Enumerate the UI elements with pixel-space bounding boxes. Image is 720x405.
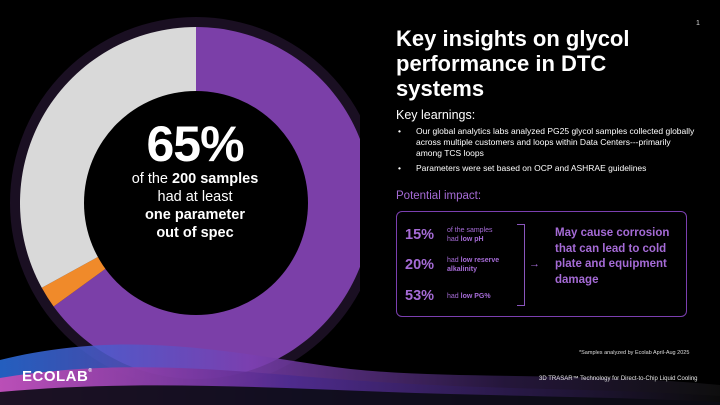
decorative-wave [0, 344, 720, 405]
center-stat: 65% of the 200 samples had at least one … [100, 118, 290, 242]
page-number: 1 [696, 20, 700, 27]
impact-box: 15% of the samples had low pH 20% had lo… [396, 211, 687, 317]
page-title: Key insights on glycol performance in DT… [396, 26, 630, 101]
stat-desc-pre: of the samples [447, 227, 493, 234]
list-item: Parameters were set based on OCP and ASH… [396, 163, 696, 174]
footnote: *Samples analyzed by Ecolab April-Aug 20… [579, 350, 690, 356]
potential-impact-heading: Potential impact: [396, 190, 482, 202]
donut-chart [10, 17, 360, 389]
stat-percentage: 15% [405, 227, 435, 243]
stat-row-low-pg: 53% had low PG% [405, 288, 491, 304]
center-line-1-bold: 200 samples [172, 171, 259, 187]
key-learnings-list: Our global analytics labs analyzed PG25 … [396, 126, 696, 178]
arrow-right-icon: → [529, 258, 540, 270]
stat-desc-bold: low reserve alkalinity [447, 257, 500, 273]
stat-desc-mid: had [447, 292, 461, 300]
product-line-text: 3D TRASAR™ Technology for Direct-to-Chip… [539, 376, 698, 382]
center-line-1: of the 200 samples [100, 170, 290, 188]
stat-row-low-alkalinity: 20% had low reserve alkalinity [405, 256, 519, 274]
stat-description: had low reserve alkalinity [447, 256, 519, 274]
stat-row-low-ph: 15% of the samples had low pH [405, 226, 493, 244]
center-line-3: one parameter [145, 207, 245, 223]
center-line-1-pre: of the [131, 171, 168, 187]
key-learnings-heading: Key learnings: [396, 108, 476, 122]
ecolab-logo: ECOLAB® [22, 368, 93, 385]
stat-description: had low PG% [447, 292, 491, 301]
stat-percentage: 20% [405, 257, 435, 273]
big-percentage: 65% [146, 116, 244, 172]
stat-desc-bold: low pH [460, 236, 484, 243]
list-item: Our global analytics labs analyzed PG25 … [396, 126, 696, 159]
impact-effect-text: May cause corrosion that can lead to col… [555, 227, 670, 286]
stat-desc-mid: had [447, 236, 461, 243]
stat-desc-mid: had [447, 257, 461, 264]
center-line-4: out of spec [156, 225, 234, 241]
stat-description: of the samples had low pH [447, 226, 493, 244]
stat-desc-bold: low PG% [460, 292, 491, 300]
stat-percentage: 53% [405, 288, 435, 304]
center-line-2: had at least [157, 189, 233, 205]
bracket-divider [517, 224, 525, 306]
